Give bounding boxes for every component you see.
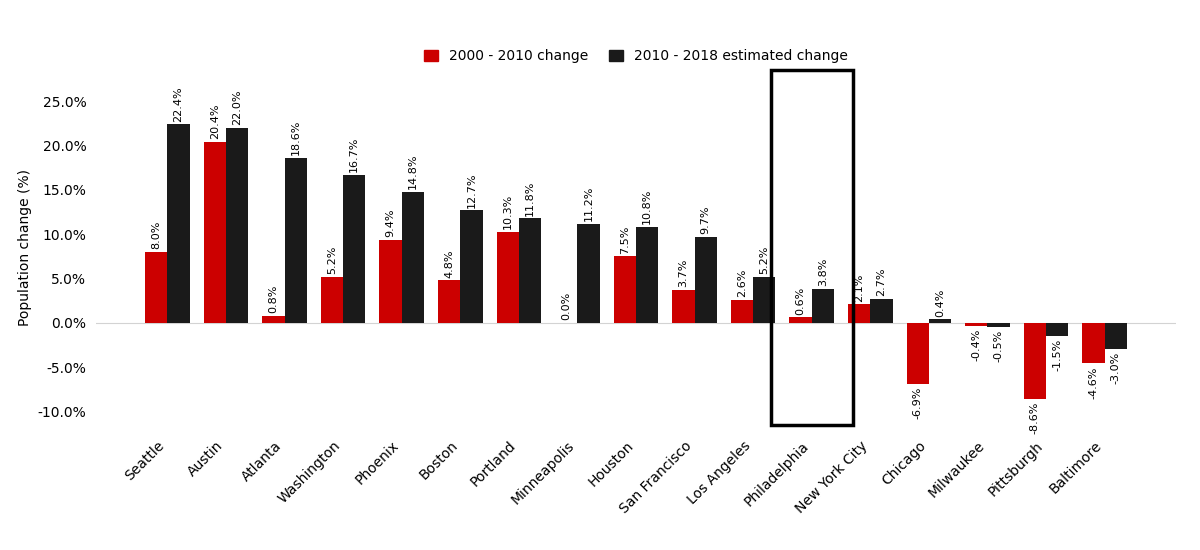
Text: 3.7%: 3.7% — [678, 259, 689, 287]
Y-axis label: Population change (%): Population change (%) — [18, 169, 32, 326]
Bar — [790, 317, 811, 323]
Text: 7.5%: 7.5% — [620, 226, 630, 254]
Bar — [379, 240, 402, 323]
Bar — [1082, 323, 1105, 364]
Bar — [636, 227, 659, 323]
Bar — [1046, 323, 1068, 336]
Text: 9.4%: 9.4% — [385, 208, 396, 237]
Bar — [1024, 323, 1046, 399]
Bar — [497, 232, 518, 323]
Bar — [402, 192, 424, 323]
Bar — [1105, 323, 1127, 349]
Text: 3.8%: 3.8% — [818, 258, 828, 287]
Bar — [226, 128, 248, 323]
Bar — [320, 277, 343, 323]
Text: 8.0%: 8.0% — [151, 221, 161, 249]
Text: 14.8%: 14.8% — [408, 153, 418, 189]
Text: -1.5%: -1.5% — [1052, 339, 1062, 371]
Text: 20.4%: 20.4% — [210, 104, 220, 140]
Bar — [438, 280, 461, 323]
Bar — [811, 289, 834, 323]
Text: 4.8%: 4.8% — [444, 249, 454, 278]
Bar — [672, 290, 695, 323]
Bar — [848, 304, 870, 323]
Bar — [518, 218, 541, 323]
Text: -6.9%: -6.9% — [913, 387, 923, 419]
Text: 22.4%: 22.4% — [174, 86, 184, 122]
Text: 0.8%: 0.8% — [269, 285, 278, 313]
Bar — [204, 142, 226, 323]
Text: 11.2%: 11.2% — [583, 185, 594, 221]
Text: 9.7%: 9.7% — [701, 206, 710, 234]
Bar — [907, 323, 929, 384]
Bar — [461, 210, 482, 323]
Bar — [754, 277, 775, 323]
Text: -8.6%: -8.6% — [1030, 402, 1040, 434]
Bar — [284, 158, 307, 323]
Text: 12.7%: 12.7% — [467, 172, 476, 208]
Bar — [613, 256, 636, 323]
Text: 16.7%: 16.7% — [349, 137, 359, 172]
Bar — [929, 319, 952, 323]
Bar — [965, 323, 988, 326]
Bar — [770, 70, 853, 425]
Bar — [145, 252, 167, 323]
Bar — [343, 175, 365, 323]
Text: 11.8%: 11.8% — [524, 180, 535, 216]
Text: 5.2%: 5.2% — [326, 246, 337, 274]
Bar — [870, 299, 893, 323]
Bar — [731, 300, 754, 323]
Text: -4.6%: -4.6% — [1088, 366, 1098, 399]
Text: 22.0%: 22.0% — [232, 90, 242, 125]
Text: 18.6%: 18.6% — [290, 120, 301, 156]
Text: 2.1%: 2.1% — [854, 273, 864, 301]
Legend: 2000 - 2010 change, 2010 - 2018 estimated change: 2000 - 2010 change, 2010 - 2018 estimate… — [419, 44, 853, 69]
Text: -3.0%: -3.0% — [1111, 352, 1121, 384]
Text: 0.6%: 0.6% — [796, 287, 805, 315]
Bar — [263, 316, 284, 323]
Text: -0.5%: -0.5% — [994, 330, 1003, 362]
Bar — [988, 323, 1009, 327]
Bar — [695, 237, 716, 323]
Text: 0.4%: 0.4% — [935, 288, 946, 317]
Text: 10.8%: 10.8% — [642, 189, 652, 224]
Text: -0.4%: -0.4% — [971, 329, 982, 361]
Text: 5.2%: 5.2% — [760, 246, 769, 274]
Text: 2.6%: 2.6% — [737, 269, 748, 297]
Text: 2.7%: 2.7% — [876, 268, 887, 296]
Text: 10.3%: 10.3% — [503, 194, 512, 229]
Text: 0.0%: 0.0% — [562, 292, 571, 320]
Bar — [167, 124, 190, 323]
Bar — [577, 224, 600, 323]
